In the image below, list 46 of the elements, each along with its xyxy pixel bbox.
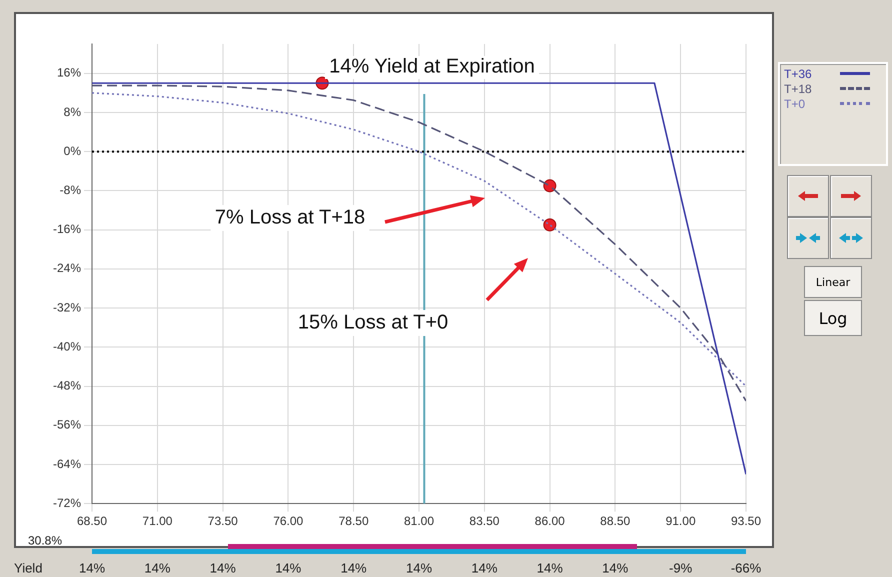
y-tick-label: -8%: [60, 182, 82, 197]
x-tick-label: 71.00: [142, 514, 173, 528]
text: T+0: [784, 96, 806, 110]
text: Yield: [14, 560, 42, 576]
text: 14%: [79, 560, 106, 576]
y-tick-label: -72%: [53, 496, 82, 510]
y-tick-label: -16%: [53, 222, 82, 236]
text: 30.8%: [28, 533, 62, 548]
x-tick-label: 88.50: [600, 514, 631, 528]
text: -66%: [730, 560, 762, 576]
x-tick-label: 91.00: [666, 514, 696, 528]
text: 14%: [471, 560, 498, 576]
y-tick-label: 8%: [64, 104, 82, 119]
y-tick-label: 0%: [64, 144, 82, 158]
y-tick-label: 16%: [56, 66, 82, 80]
x-tick-label: 68.50: [77, 514, 108, 528]
legend-label: T+36: [784, 66, 813, 80]
x-tick-label: 93.50: [730, 514, 762, 528]
text: 14%: [275, 560, 302, 576]
y-tick-label: -48%: [53, 378, 82, 393]
x-tick-label: 73.50: [208, 514, 238, 528]
x-tick-label: 81.00: [404, 514, 434, 528]
text: 14%: [406, 560, 432, 576]
annotation: 7% Loss at T+18: [214, 206, 366, 229]
text: Linear: [804, 266, 862, 298]
x-tick-label: 76.00: [273, 514, 304, 528]
annotation: 14% Yield at Expiration: [329, 56, 535, 78]
x-tick-label: 86.00: [534, 514, 566, 528]
y-tick-label: -56%: [53, 418, 82, 432]
annotation: 15% Loss at T+0: [298, 312, 448, 334]
point: [543, 179, 556, 192]
y-tick-label: -32%: [53, 300, 82, 314]
text: 14%: [144, 560, 171, 576]
y-tick-label: -24%: [53, 261, 82, 276]
point: [543, 218, 556, 232]
x-tick-label: 78.50: [338, 514, 369, 528]
x-tick-label: 83.50: [469, 514, 500, 528]
text: 14%: [602, 560, 629, 576]
y-tick-label: -40%: [53, 339, 82, 354]
text: 14%: [536, 560, 564, 576]
text: 14%: [340, 560, 368, 576]
text: -9%: [669, 560, 693, 576]
y-tick-label: -64%: [53, 456, 82, 471]
text: 14%: [210, 560, 236, 576]
legend-label: T+18: [784, 82, 813, 96]
text: Log: [804, 300, 862, 336]
